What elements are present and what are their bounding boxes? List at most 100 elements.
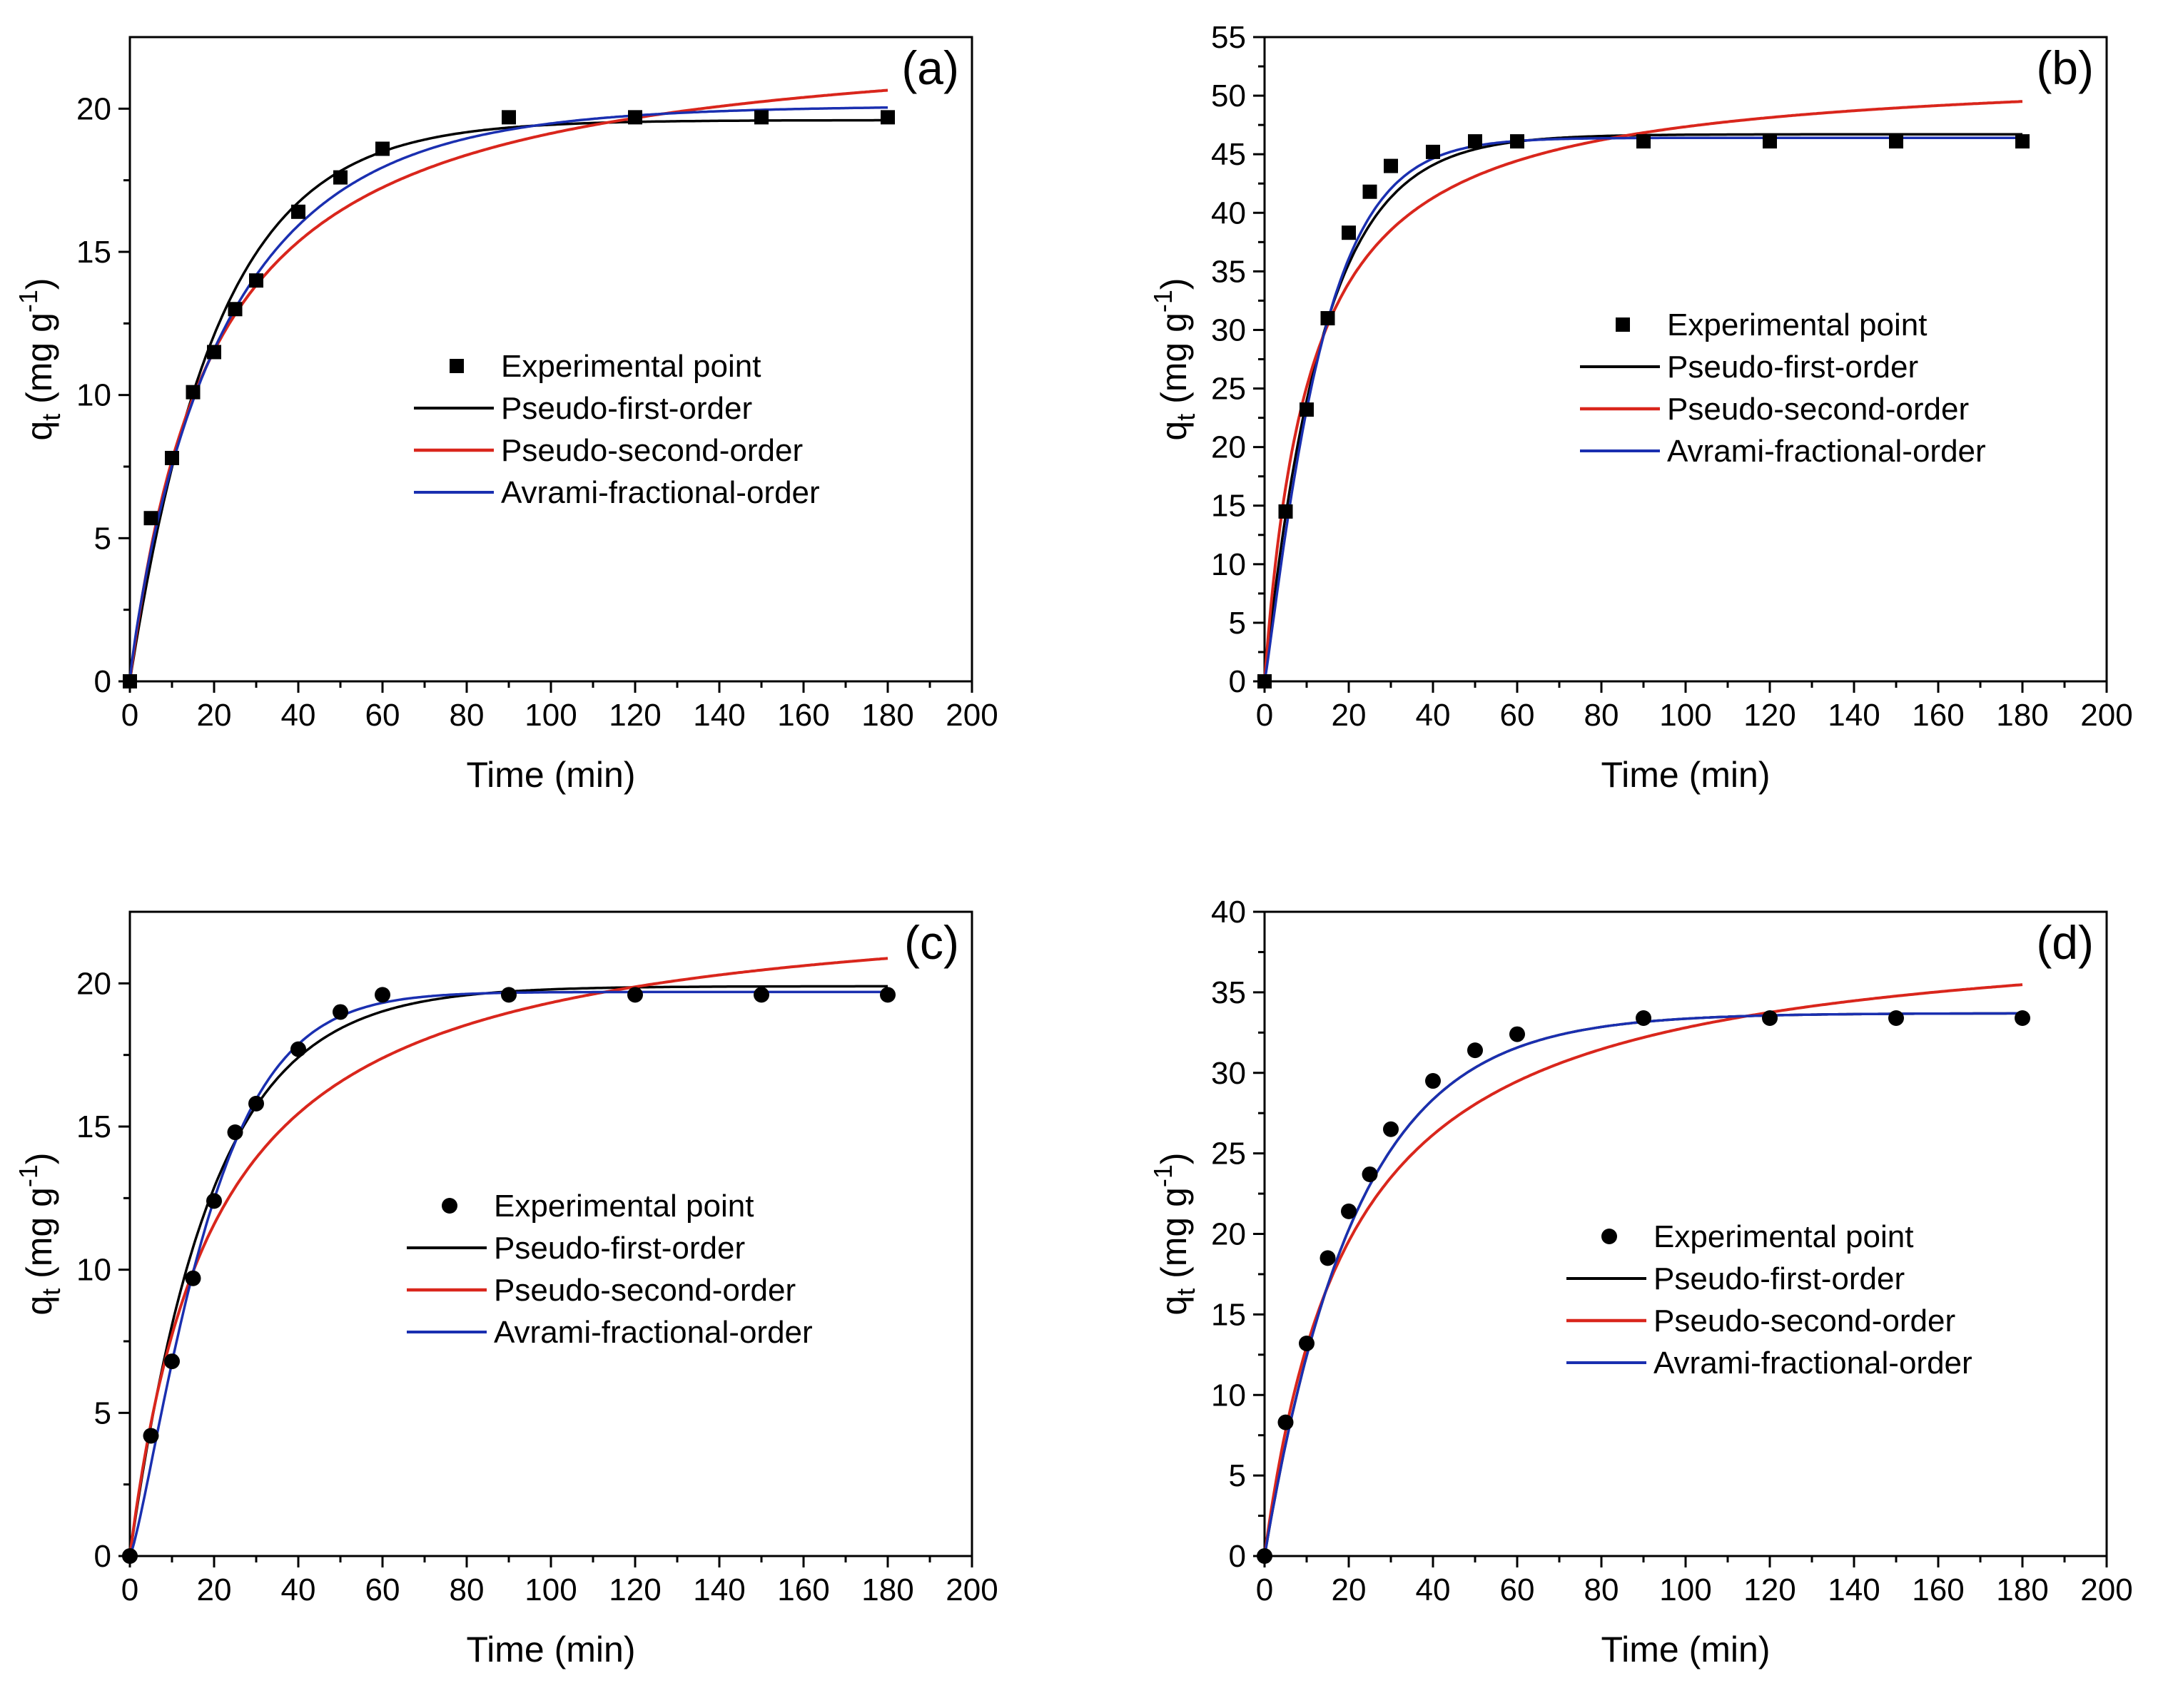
legend-label: Pseudo-second-order: [494, 1273, 796, 1308]
experimental-point: [1425, 1073, 1441, 1089]
y-tick-label: 25: [1211, 372, 1246, 407]
x-tick-label: 100: [1659, 698, 1711, 733]
y-tick-label: 30: [1211, 312, 1246, 347]
experimental-point: [754, 110, 769, 125]
experimental-point: [880, 987, 896, 1003]
x-tick-label: 160: [777, 698, 829, 733]
experimental-point: [754, 987, 769, 1003]
experimental-point: [628, 110, 642, 125]
x-tick-label: 100: [1659, 1572, 1711, 1607]
x-tick-label: 60: [1500, 1572, 1535, 1607]
experimental-point: [123, 674, 137, 688]
chart-panel-d: 0 20 40 60 80 100 120 140 160 180 200 0 5 10 15 20 25 30 3…: [1148, 895, 2133, 1669]
experimental-point: [1257, 1548, 1272, 1564]
experimental-point: [1362, 1166, 1378, 1182]
y-axis-units-close: ): [1154, 278, 1194, 290]
y-tick-label: 55: [1211, 20, 1246, 55]
y-tick-label: 20: [76, 966, 111, 1001]
experimental-point: [627, 987, 643, 1003]
experimental-point: [2015, 134, 2030, 149]
x-tick-label: 20: [1332, 698, 1367, 733]
experimental-point: [122, 1548, 138, 1564]
experimental-point: [1278, 504, 1293, 519]
y-axis-superscript: -1: [14, 1164, 43, 1187]
y-tick-label: 45: [1211, 137, 1246, 172]
experimental-point: [333, 1004, 348, 1020]
x-tick-label: 180: [861, 698, 913, 733]
experimental-point: [228, 302, 243, 317]
y-tick-label: 40: [1211, 195, 1246, 230]
x-tick-label: 20: [1332, 1572, 1367, 1607]
experimental-point: [501, 987, 517, 1003]
legend: Experimental point Pseudo-first-order Pseu…: [407, 1189, 813, 1350]
x-tick-label: 120: [1743, 1572, 1795, 1607]
x-tick-label: 80: [1584, 1572, 1619, 1607]
panel-label: (c): [904, 916, 959, 969]
experimental-point: [2015, 1010, 2030, 1026]
experimental-point: [186, 385, 201, 400]
y-tick-label: 15: [76, 235, 111, 270]
experimental-point: [1762, 1010, 1778, 1026]
y-tick-label: 5: [1229, 1458, 1246, 1493]
x-tick-label: 180: [861, 1572, 913, 1607]
x-tick-label: 100: [525, 1572, 577, 1607]
x-tick-label: 60: [365, 1572, 400, 1607]
y-tick-label: 20: [1211, 430, 1246, 465]
x-tick-label: 0: [1256, 1572, 1273, 1607]
experimental-point: [375, 987, 390, 1003]
y-axis-subscript: t: [36, 414, 66, 421]
x-tick-label: 140: [693, 698, 745, 733]
x-tick-label: 20: [197, 698, 232, 733]
experimental-point: [1257, 674, 1272, 688]
x-tick-label: 140: [1828, 1572, 1880, 1607]
experimental-point: [1888, 1010, 1904, 1026]
pseudo-first-order-curve: [1263, 1012, 2022, 1557]
experimental-point: [1636, 1010, 1651, 1026]
y-tick-label: 35: [1211, 254, 1246, 289]
y-axis-symbol: q: [19, 421, 59, 441]
legend-label: Experimental point: [1653, 1219, 1913, 1254]
y-axis-units: (mg g: [1154, 1187, 1194, 1288]
legend-label: Pseudo-second-order: [1653, 1303, 1955, 1338]
experimental-point: [1341, 1203, 1357, 1219]
y-tick-label: 50: [1211, 78, 1246, 113]
x-tick-label: 40: [1416, 1572, 1451, 1607]
experimental-point: [1468, 134, 1482, 149]
y-tick-label: 25: [1211, 1137, 1246, 1171]
experimental-point: [1300, 402, 1314, 417]
panel-label: (a): [901, 41, 959, 94]
x-tick-label: 200: [2080, 698, 2132, 733]
x-axis-title: Time (min): [1601, 1630, 1770, 1669]
y-tick-label: 10: [76, 378, 111, 413]
y-axis-subscript: t: [1171, 414, 1200, 421]
y-tick-label: 15: [76, 1109, 111, 1144]
experimental-point: [165, 450, 179, 465]
y-axis-symbol: q: [1154, 1296, 1194, 1316]
y-axis-units-close: ): [1154, 1152, 1194, 1164]
y-tick-label: 5: [94, 1396, 111, 1430]
legend-marker: [450, 359, 464, 373]
x-tick-label: 0: [121, 698, 138, 733]
y-tick-label: 5: [1229, 606, 1246, 641]
legend: Experimental point Pseudo-first-order Pseu…: [414, 349, 820, 510]
pseudo-first-order-curve: [128, 985, 888, 1557]
x-tick-label: 80: [450, 1572, 485, 1607]
pseudo-second-order-curve: [128, 957, 888, 1557]
y-tick-label: 10: [1211, 547, 1246, 582]
legend-label: Avrami-fractional-order: [501, 475, 820, 510]
legend-label: Avrami-fractional-order: [1667, 434, 1986, 469]
legend-label: Experimental point: [1667, 307, 1927, 342]
x-tick-label: 80: [450, 698, 485, 733]
legend-label: Experimental point: [494, 1189, 754, 1224]
x-tick-label: 200: [946, 1572, 998, 1607]
experimental-point: [1383, 1121, 1399, 1137]
y-tick-label: 0: [1229, 664, 1246, 699]
y-axis-title: qt (mg g-1): [1148, 278, 1200, 440]
panel-label: (b): [2036, 41, 2094, 94]
experimental-point: [227, 1124, 243, 1141]
experimental-point: [1384, 158, 1398, 173]
x-tick-label: 180: [1996, 698, 2048, 733]
experimental-point: [375, 141, 390, 156]
y-axis-title: qt (mg g-1): [14, 1152, 66, 1315]
experimental-point: [143, 511, 158, 526]
